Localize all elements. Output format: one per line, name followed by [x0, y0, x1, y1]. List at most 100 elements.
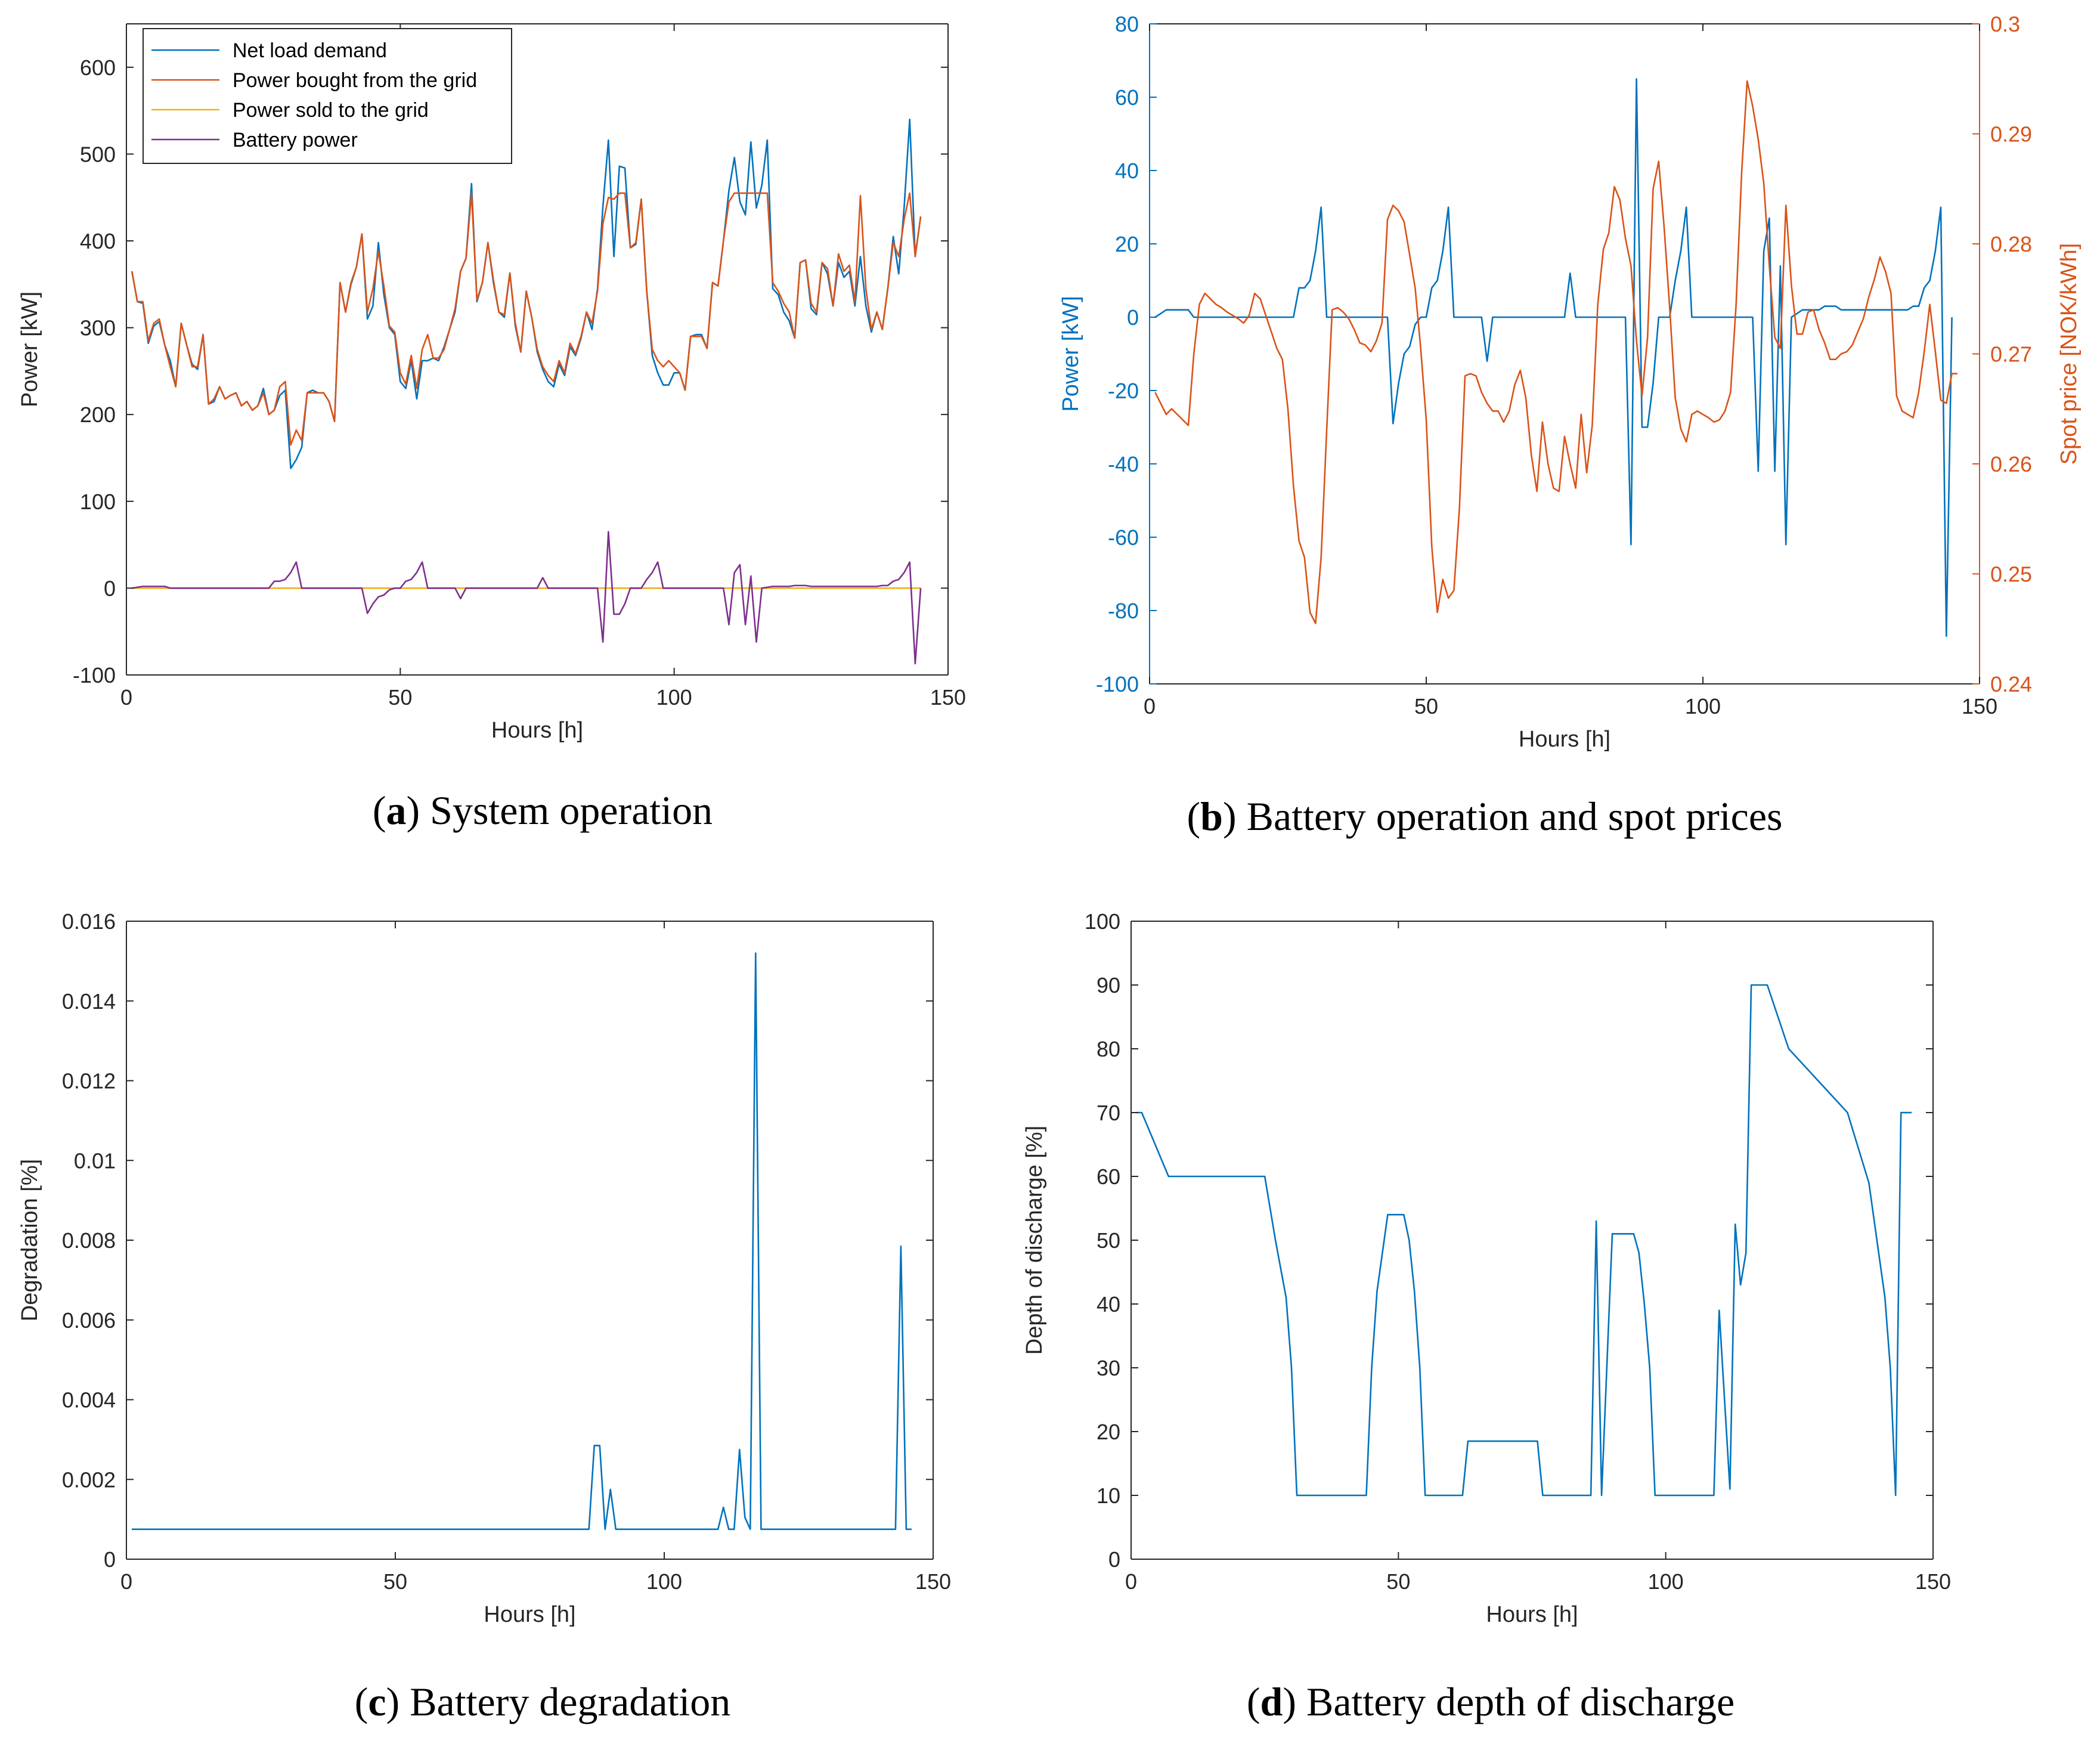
- y-tick-label: 0: [1127, 305, 1139, 330]
- y-tick-label: 0.004: [62, 1388, 116, 1413]
- y-right-tick-label: 0.3: [1990, 12, 2020, 36]
- series-group: [132, 952, 912, 1531]
- series-group: [131, 118, 922, 665]
- x-axis-label: Hours [h]: [1486, 1602, 1578, 1627]
- caption-b: (b) Battery operation and spot prices: [1187, 794, 1783, 839]
- y-tick-label: 0.006: [62, 1308, 116, 1333]
- y-tick-label: 500: [80, 142, 116, 166]
- y-tick-label: 40: [1115, 159, 1139, 183]
- x-tick-label: 100: [1648, 1569, 1684, 1594]
- chart-d-battery-depth-of-discharge: 0 50 100 150 0 10 20 30 40 50 60 70 80 90 100 Hours [h]…: [1022, 909, 1951, 1627]
- y-axis-label: Depth of discharge [%]: [1022, 1126, 1047, 1355]
- x-tick-label: 150: [1915, 1569, 1951, 1594]
- caption-a-text: System operation: [430, 788, 713, 833]
- y-tick-label: 100: [1085, 909, 1120, 934]
- y-tick-label: 0.012: [62, 1069, 116, 1094]
- series-line-battery-power: [1154, 78, 1953, 637]
- caption-d-text: Battery depth of discharge: [1306, 1679, 1735, 1724]
- x-tick-label: 100: [1685, 694, 1721, 718]
- x-tick-label: 100: [656, 685, 692, 710]
- x-tick-label: 50: [1386, 1569, 1410, 1594]
- plot-area: [1131, 921, 1933, 1559]
- x-tick-label: 50: [383, 1569, 407, 1594]
- x-tick-label: 50: [388, 685, 412, 710]
- y-tick-label: 0.016: [62, 909, 116, 934]
- chart-b-battery-operation-spot-prices: 0 50 100 150 -100 -80 -60 -40 -20 0 20 40 60 80 0.24 0.…: [1058, 12, 2082, 752]
- legend-label-battery-power: Battery power: [233, 129, 358, 151]
- y-tick-label: 50: [1097, 1228, 1120, 1253]
- series-line-degradation: [132, 952, 912, 1531]
- caption-a-label: a: [386, 788, 407, 833]
- y-right-axis-label: Spot price [NOK/kWh]: [2056, 243, 2082, 465]
- caption-c: (c) Battery degradation: [354, 1679, 731, 1724]
- legend-box: [143, 28, 512, 164]
- x-tick-label: 0: [120, 685, 132, 710]
- y-tick-label: 300: [80, 316, 116, 340]
- y-tick-label: 70: [1097, 1101, 1120, 1125]
- y-right-tick-label: 0.29: [1990, 122, 2032, 147]
- y-tick-label: -100: [73, 663, 116, 687]
- series-line-battery-power: [131, 531, 922, 665]
- x-tick-label: 50: [1414, 694, 1438, 718]
- y-tick-label: 200: [80, 402, 116, 427]
- legend-label-power-sold-to-the-grid: Power sold to the grid: [233, 99, 429, 122]
- y-axis-label: Degradation [%]: [17, 1159, 42, 1322]
- y-right-tick-label: 0.24: [1990, 672, 2032, 696]
- plot-area: [126, 921, 933, 1559]
- y-tick-label: -100: [1096, 672, 1139, 696]
- series-group: [1136, 984, 1912, 1497]
- series-line-spot-price: [1154, 80, 1957, 624]
- y-tick-label: 20: [1097, 1420, 1120, 1444]
- caption-b-text: Battery operation and spot prices: [1246, 794, 1783, 839]
- y-axis-label: Power [kW]: [17, 292, 42, 407]
- x-tick-label: 150: [915, 1569, 951, 1594]
- y-tick-label: 600: [80, 55, 116, 80]
- caption-c-label: c: [368, 1679, 386, 1724]
- x-axis-label: Hours [h]: [1519, 727, 1610, 752]
- series-group: [1154, 78, 1957, 637]
- y-tick-label: 90: [1097, 973, 1120, 998]
- y-tick-label: 400: [80, 229, 116, 253]
- y-tick-label: 60: [1097, 1164, 1120, 1189]
- y-tick-label: 0.014: [62, 989, 116, 1014]
- chart-c-battery-degradation: 0 50 100 150 0 0.002 0.004 0.006 0.008 0.01 0.012 0…: [17, 909, 951, 1627]
- y-tick-label: 10: [1097, 1483, 1120, 1508]
- x-axis-label: Hours [h]: [491, 718, 583, 743]
- y-tick-label: 0: [1108, 1547, 1120, 1572]
- x-tick-label: 150: [1962, 694, 1997, 718]
- caption-d: (d) Battery depth of discharge: [1246, 1679, 1735, 1724]
- y-axis-label: Power [kW]: [1058, 296, 1083, 411]
- y-right-tick-label: 0.28: [1990, 232, 2032, 256]
- y-tick-label: 0: [104, 1547, 116, 1572]
- y-right-tick-label: 0.25: [1990, 562, 2032, 587]
- y-tick-label: 0.002: [62, 1467, 116, 1492]
- y-tick-label: -40: [1108, 452, 1139, 476]
- legend-label-net-load-demand: Net load demand: [233, 39, 387, 62]
- y-tick-label: 0: [104, 576, 116, 600]
- x-tick-label: 150: [930, 685, 966, 710]
- y-right-tick-label: 0.27: [1990, 342, 2032, 367]
- caption-d-label: d: [1260, 1679, 1283, 1724]
- y-right-tick-label: 0.26: [1990, 452, 2032, 476]
- y-tick-label: 20: [1115, 232, 1139, 256]
- y-tick-label: -60: [1108, 525, 1139, 550]
- y-tick-label: 0.01: [74, 1148, 116, 1173]
- y-tick-label: 40: [1097, 1292, 1120, 1317]
- caption-c-text: Battery degradation: [410, 1679, 731, 1724]
- x-tick-label: 0: [120, 1569, 132, 1594]
- legend: Net load demand Power bought from the gri…: [143, 28, 512, 164]
- series-line-depth-of-discharge: [1136, 984, 1912, 1497]
- x-axis-label: Hours [h]: [484, 1602, 575, 1627]
- x-tick-label: 0: [1125, 1569, 1137, 1594]
- caption-a: (a) System operation: [372, 788, 713, 833]
- legend-label-power-bought-from-the-grid: Power bought from the grid: [233, 69, 477, 92]
- plot-area: [1150, 24, 1980, 684]
- series-line-power-bought-from-the-grid: [131, 192, 922, 446]
- x-tick-label: 100: [646, 1569, 682, 1594]
- caption-b-label: b: [1200, 794, 1223, 839]
- y-tick-label: -80: [1108, 599, 1139, 623]
- x-tick-label: 0: [1144, 694, 1156, 718]
- y-tick-label: 60: [1115, 85, 1139, 110]
